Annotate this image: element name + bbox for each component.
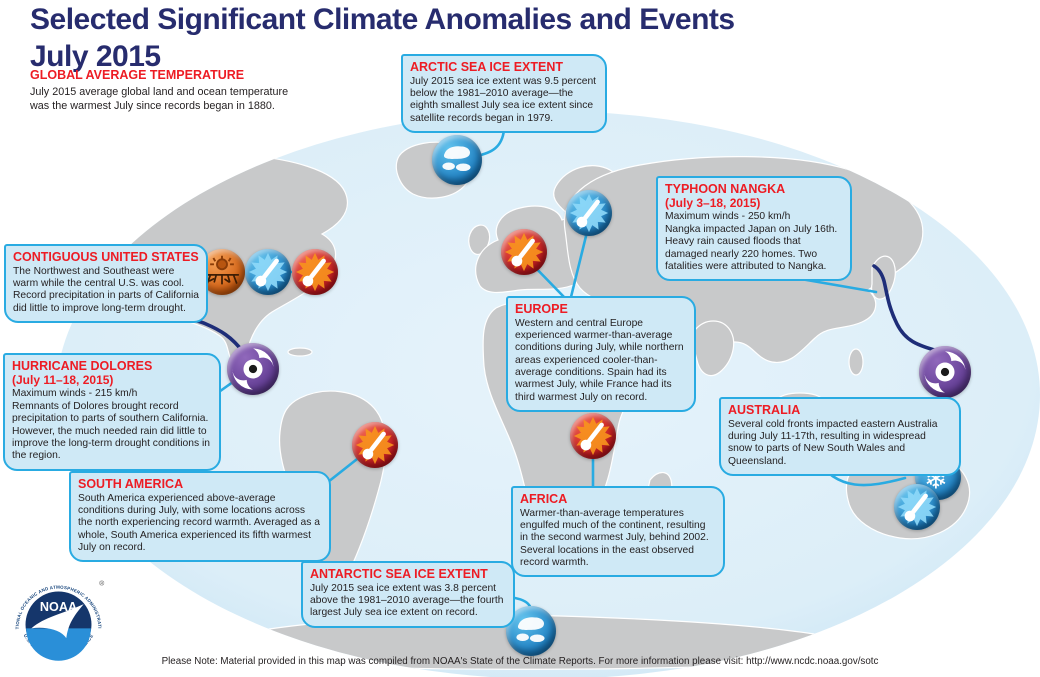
callout-wind: Maximum winds - 250 km/h bbox=[665, 210, 791, 222]
connector-europe-cool bbox=[569, 226, 590, 299]
hurricane-icon-dolores bbox=[227, 343, 279, 395]
page-title: Selected Significant Climate Anomalies a… bbox=[30, 2, 870, 75]
callout-title: EUROPE bbox=[515, 302, 568, 316]
callout-title: ARCTIC SEA ICE EXTENT bbox=[410, 60, 564, 74]
warm-thermometer-icon-africa bbox=[570, 413, 616, 459]
cool-thermometer-icon-australia bbox=[894, 484, 940, 530]
global-average-temperature-body: July 2015 average global land and ocean … bbox=[30, 85, 289, 112]
callout-title: AFRICA bbox=[520, 492, 568, 506]
hurricane-icon-nangka bbox=[919, 346, 971, 398]
callout-title: ANTARCTIC SEA ICE EXTENT bbox=[310, 567, 488, 581]
callout-title: AUSTRALIA bbox=[728, 403, 801, 417]
callout-body: July 2015 sea ice extent was 3.8 percent… bbox=[310, 582, 504, 619]
noaa-seabird-icon bbox=[31, 604, 84, 639]
sea-ice-icon-arctic bbox=[432, 135, 482, 185]
warm-thermometer-icon-eastern-us bbox=[292, 249, 338, 295]
page-title-line2: July 2015 bbox=[30, 39, 161, 73]
callout-africa: AFRICA Warmer-than-average temperatures … bbox=[511, 486, 725, 578]
warm-thermometer-icon-western-europe bbox=[501, 229, 547, 275]
callout-body: Warmer-than-average temperatures engulfe… bbox=[520, 507, 709, 569]
callout-south-america: SOUTH AMERICA South America experienced … bbox=[69, 471, 331, 563]
callout-title: SOUTH AMERICA bbox=[78, 477, 184, 491]
callout-body: Nangka impacted Japan on July 16th. Heav… bbox=[665, 224, 838, 273]
callout-antarctic-sea-ice: ANTARCTIC SEA ICE EXTENT July 2015 sea i… bbox=[301, 561, 515, 628]
callout-dates: (July 11–18, 2015) bbox=[12, 372, 114, 387]
callout-body: The Northwest and Southeast were warm wh… bbox=[13, 265, 200, 314]
noaa-logo: NATIONAL OCEANIC AND ATMOSPHERIC ADMINIS… bbox=[10, 576, 107, 673]
callout-dates: (July 3–18, 2015) bbox=[665, 195, 761, 210]
callout-title: TYPHOON NANGKA bbox=[665, 182, 786, 196]
footer-note: Please Note: Material provided in this m… bbox=[161, 656, 879, 667]
callout-contiguous-united-states: CONTIGUOUS UNITED STATES The Northwest a… bbox=[4, 244, 208, 324]
global-average-temperature-heading: GLOBAL AVERAGE TEMPERATURE bbox=[30, 68, 245, 82]
global-average-temperature-section: GLOBAL AVERAGE TEMPERATURE July 2015 ave… bbox=[30, 68, 292, 113]
callout-title: HURRICANE DOLORES bbox=[12, 359, 153, 373]
callout-europe: EUROPE Western and central Europe experi… bbox=[506, 296, 696, 413]
callout-body: Several cold fronts impacted eastern Aus… bbox=[728, 418, 938, 467]
registered-trademark-symbol: ® bbox=[99, 580, 104, 588]
callout-hurricane-dolores: HURRICANE DOLORES (July 11–18, 2015) Max… bbox=[3, 353, 221, 471]
cool-thermometer-icon-northern-europe bbox=[566, 190, 612, 236]
storm-track-nangka bbox=[872, 264, 943, 354]
callout-body: Remnants of Dolores brought record preci… bbox=[12, 401, 211, 462]
callout-body: Western and central Europe experienced w… bbox=[515, 317, 684, 403]
callout-title: CONTIGUOUS UNITED STATES bbox=[13, 250, 199, 264]
callout-body: South America experienced above-average … bbox=[78, 492, 320, 554]
callout-wind: Maximum winds - 215 km/h bbox=[12, 387, 138, 399]
callout-body: July 2015 sea ice extent was 9.5 percent… bbox=[410, 75, 597, 124]
noaa-acronym: NOAA bbox=[40, 600, 77, 614]
warm-thermometer-icon-south-america bbox=[352, 422, 398, 468]
cool-thermometer-icon-central-us bbox=[245, 249, 291, 295]
callout-typhoon-nangka: TYPHOON NANGKA (July 3–18, 2015) Maximum… bbox=[656, 176, 852, 282]
page-title-line1: Selected Significant Climate Anomalies a… bbox=[30, 3, 735, 36]
callout-australia: AUSTRALIA Several cold fronts impacted e… bbox=[719, 397, 961, 477]
callout-arctic-sea-ice: ARCTIC SEA ICE EXTENT July 2015 sea ice … bbox=[401, 54, 607, 134]
